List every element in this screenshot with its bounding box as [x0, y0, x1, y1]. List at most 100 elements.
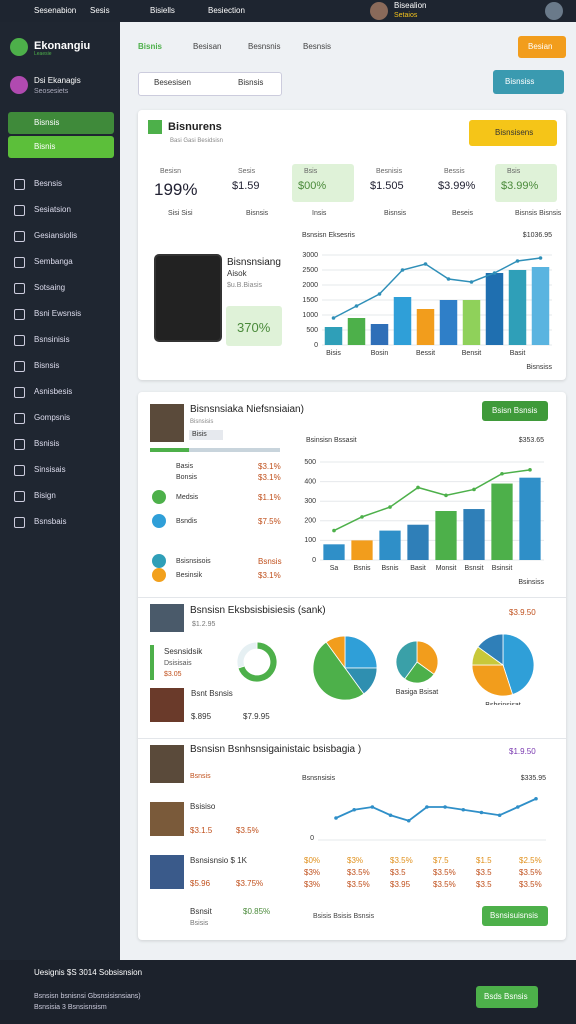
label: $u.B.Biasis — [227, 282, 263, 289]
button[interactable] — [482, 906, 548, 926]
pie-slice — [236, 641, 258, 669]
bar — [491, 483, 513, 560]
button-label[interactable]: Bsnsisuisnsis — [490, 911, 539, 920]
label: Leaesie — [34, 51, 52, 57]
grid-value: $3% — [304, 880, 321, 889]
label: $.895 — [191, 712, 212, 721]
line-point — [444, 493, 448, 498]
label: Ekonangiu — [34, 40, 91, 52]
nav-label[interactable]: Bsnisis — [34, 439, 60, 448]
x-tick-label: Bessit — [416, 350, 435, 357]
label: Bsisis Bsisis Bsnsis — [313, 913, 375, 920]
nav-label[interactable]: Bsnsbais — [34, 517, 67, 526]
x-tick-label: Basit — [410, 565, 426, 572]
line-point — [528, 468, 532, 472]
nav-label[interactable]: Gesiansiolis — [34, 231, 78, 240]
item-icon — [152, 568, 166, 582]
section-title: Bisnsnsiaka Niefsnsiaian) — [190, 404, 304, 415]
label: Bsnsisn Bsnhsnsigainistaic bsisbagia ) — [190, 744, 362, 755]
item-icon — [152, 554, 166, 568]
nav-label[interactable]: Bisnsis — [34, 361, 60, 370]
line-point — [406, 818, 411, 823]
bar — [463, 509, 485, 560]
label: $5.96 — [190, 879, 211, 888]
item-value: $3.1% — [258, 462, 281, 471]
nav-label[interactable]: Asnisbesis — [34, 387, 73, 396]
button-label[interactable]: Besian — [528, 42, 553, 51]
line-point — [479, 810, 484, 815]
chart-title: Bsinsisn Bssasit — [306, 437, 357, 444]
nav-label[interactable]: Sotsaing — [34, 283, 66, 292]
line-point — [331, 316, 336, 320]
button[interactable] — [469, 120, 557, 146]
search[interactable] — [138, 72, 282, 96]
label: Bisnsnsiang — [227, 257, 281, 268]
x-tick-label: Bisis — [326, 350, 341, 357]
button[interactable] — [518, 36, 566, 58]
bar — [519, 477, 541, 560]
label: Bessis — [444, 168, 465, 175]
nav-label[interactable]: Bisign — [34, 491, 56, 500]
nav-label[interactable]: Besnsis — [34, 179, 63, 188]
button[interactable] — [482, 401, 548, 421]
grid-value: $3.95 — [390, 880, 411, 889]
bar — [351, 540, 373, 560]
tab[interactable]: Besisan — [193, 42, 222, 51]
button-label[interactable]: Bsisn Bsnsis — [492, 406, 538, 415]
line-point — [443, 805, 447, 809]
grid-value: $3% — [347, 856, 364, 865]
button-label[interactable]: Bisnsisens — [495, 128, 534, 137]
tab[interactable]: Besnsnis — [248, 42, 281, 51]
nav-label[interactable]: Sembanga — [34, 257, 73, 266]
button[interactable] — [493, 70, 564, 94]
nav-label[interactable]: Sinsisais — [34, 465, 66, 474]
nav-label[interactable]: Gompsnis — [34, 413, 71, 422]
nav-icon — [14, 413, 25, 424]
label: Bisnsis — [238, 78, 264, 87]
bar — [531, 267, 550, 345]
line-point — [416, 485, 420, 490]
nav-label[interactable]: Bisnis — [34, 142, 56, 151]
nav-label[interactable]: Bsni Ewsnsis — [34, 309, 82, 318]
line-point — [400, 268, 405, 272]
nav-icon — [14, 283, 25, 294]
nav-label[interactable]: Bisnsis — [34, 118, 60, 127]
line-point — [354, 304, 359, 308]
button[interactable] — [476, 986, 538, 1008]
nav-label[interactable]: Sesiatsion — [34, 205, 71, 214]
label: Setaios — [394, 12, 418, 19]
progress — [150, 448, 280, 452]
item-value: $3.1% — [258, 473, 281, 482]
button-label[interactable]: Bsds Bsnsis — [484, 992, 528, 1001]
line-point — [446, 277, 451, 281]
bar — [435, 511, 457, 560]
photo — [150, 855, 184, 889]
button-label[interactable]: Bisnsiss — [505, 77, 535, 86]
y-tick-label: 2000 — [302, 282, 318, 289]
nav-icon — [14, 179, 25, 190]
item-icon — [152, 514, 166, 528]
pie-slice — [395, 640, 418, 680]
line-point — [370, 805, 375, 809]
menu[interactable]: Sesis — [90, 6, 110, 15]
kpi-value: $00% — [298, 180, 327, 192]
label: Besiection — [208, 6, 245, 15]
tab[interactable]: Besnsis — [303, 42, 332, 51]
nav-icon — [14, 517, 25, 528]
bar — [393, 297, 412, 345]
divider — [138, 597, 566, 598]
grid-value: $3.5 — [390, 868, 406, 877]
y-tick-label: 0 — [312, 557, 316, 564]
label: $3.1.5 — [190, 826, 213, 835]
label: Bsis — [507, 168, 521, 175]
nav-label[interactable]: Bsnsinisis — [34, 335, 70, 344]
nav-item[interactable] — [8, 112, 114, 134]
label: Bsnsisia 3 Bsnsisnsism — [34, 1004, 107, 1011]
kpi-value: $3.99% — [438, 180, 476, 192]
nav-item[interactable] — [8, 136, 114, 158]
bar — [485, 273, 504, 345]
tab[interactable]: Bisnis — [138, 42, 163, 51]
item-value: $3.1% — [258, 571, 281, 580]
y-tick-label: 2500 — [302, 267, 318, 274]
